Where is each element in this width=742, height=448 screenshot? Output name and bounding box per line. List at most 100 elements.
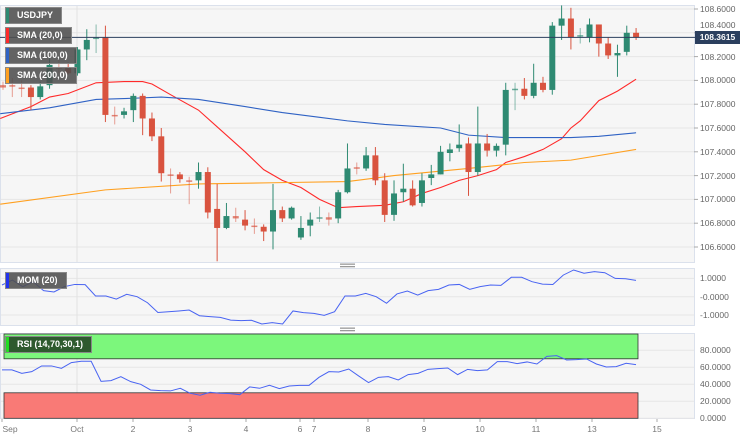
candle-bullish[interactable] — [502, 82, 509, 156]
candle-body — [605, 43, 612, 56]
candle-bearish[interactable] — [148, 112, 155, 142]
candle-bullish[interactable] — [316, 206, 323, 223]
candle-bullish[interactable] — [474, 106, 481, 176]
candle-bullish[interactable] — [195, 162, 202, 189]
candle-body — [186, 180, 193, 182]
candle-bearish[interactable] — [521, 78, 528, 100]
candle-bearish[interactable] — [279, 206, 286, 223]
candle-bullish[interactable] — [363, 147, 370, 171]
candle-bullish[interactable] — [623, 25, 630, 56]
mom-axis-label: -1.0000 — [700, 310, 729, 320]
candle-bearish[interactable] — [167, 168, 174, 194]
candle-bullish[interactable] — [391, 180, 398, 221]
panel-divider-handle-2[interactable] — [340, 327, 355, 332]
candle-bullish[interactable] — [586, 18, 593, 43]
candle-bullish[interactable] — [614, 44, 621, 77]
candle-bearish[interactable] — [381, 173, 388, 223]
candle-bearish[interactable] — [0, 81, 6, 90]
x-axis-label: 3 — [187, 424, 193, 434]
candle-bearish[interactable] — [111, 106, 118, 125]
candle-bearish[interactable] — [251, 218, 258, 234]
candle-bearish[interactable] — [409, 180, 416, 207]
candle-bearish[interactable] — [204, 167, 211, 219]
candle-body — [251, 225, 258, 228]
sma100-label[interactable]: SMA (100,0) — [5, 47, 77, 64]
sma20-label[interactable]: SMA (20,0) — [5, 27, 72, 44]
candle-bullish[interactable] — [269, 183, 276, 250]
candle-body — [83, 39, 90, 50]
candle-bearish[interactable] — [539, 76, 546, 93]
candle-bullish[interactable] — [130, 93, 137, 123]
candle-bullish[interactable] — [223, 202, 230, 230]
candle-bullish[interactable] — [437, 145, 444, 175]
candle-bearish[interactable] — [567, 7, 574, 50]
candle-bullish[interactable] — [456, 124, 463, 152]
candle-body — [577, 35, 584, 37]
candle-bearish[interactable] — [139, 93, 146, 136]
panel-divider-handle-1[interactable] — [340, 263, 355, 268]
candle-body — [214, 208, 221, 228]
candle-bullish[interactable] — [446, 143, 453, 162]
candle-body — [456, 144, 463, 149]
mom-label[interactable]: MOM (20) — [5, 272, 67, 289]
candle-bullish[interactable] — [428, 164, 435, 186]
candle-bullish[interactable] — [493, 143, 500, 157]
candle-bullish[interactable] — [93, 24, 100, 54]
candle-bullish[interactable] — [83, 29, 90, 61]
candle-bullish[interactable] — [344, 143, 351, 194]
sma200-line — [0, 148, 637, 205]
candle-body — [344, 168, 351, 193]
candle-bearish[interactable] — [633, 28, 640, 40]
candle-bullish[interactable] — [335, 189, 342, 224]
candle-bearish[interactable] — [158, 128, 165, 182]
candle-bullish[interactable] — [549, 22, 556, 95]
candle-bearish[interactable] — [605, 37, 612, 59]
candle-body — [484, 143, 491, 151]
candle-body — [307, 219, 314, 226]
candle-bearish[interactable] — [27, 85, 34, 111]
candle-bullish[interactable] — [400, 163, 407, 202]
candle-bullish[interactable] — [74, 47, 81, 76]
candle-bullish[interactable] — [121, 107, 128, 119]
candle-bullish[interactable] — [577, 28, 584, 44]
candle-bearish[interactable] — [372, 147, 379, 186]
candle-bullish[interactable] — [37, 81, 44, 100]
candle-bullish[interactable] — [297, 216, 304, 240]
candle-bearish[interactable] — [232, 207, 239, 223]
candle-body — [297, 227, 304, 238]
candle-body — [260, 226, 267, 232]
candle-body — [446, 149, 453, 153]
sma20-color-marker — [6, 28, 9, 43]
candle-body — [614, 53, 621, 56]
candle-body — [549, 25, 556, 90]
sma200-label[interactable]: SMA (200,0) — [5, 67, 77, 84]
candle-bearish[interactable] — [242, 210, 249, 231]
candle-bullish[interactable] — [418, 173, 425, 207]
candle-body — [493, 145, 500, 151]
rsi-axis-label: 0.0000 — [700, 413, 726, 424]
main-panel[interactable] — [0, 5, 695, 263]
candle-bullish[interactable] — [307, 212, 314, 237]
candle-bearish[interactable] — [353, 162, 360, 175]
mom-axis-label: 1.0000 — [700, 273, 726, 284]
candle-bearish[interactable] — [325, 212, 332, 226]
candle-bullish[interactable] — [512, 82, 519, 111]
candle-bearish[interactable] — [484, 133, 491, 157]
symbol-label[interactable]: USDJPY — [5, 7, 63, 24]
candle-body — [381, 180, 388, 215]
candle-bearish[interactable] — [186, 176, 193, 205]
candle-bullish[interactable] — [288, 206, 295, 220]
candle-body — [37, 86, 44, 98]
candle-bearish[interactable] — [176, 172, 183, 183]
x-axis-label: 11 — [531, 424, 541, 434]
x-axis-label: 10 — [475, 424, 485, 434]
candle-bullish[interactable] — [558, 5, 565, 40]
candle-bearish[interactable] — [214, 183, 221, 262]
candle-bearish[interactable] — [595, 24, 602, 57]
candle-bullish[interactable] — [530, 63, 537, 99]
candle-bearish[interactable] — [260, 224, 267, 242]
candle-bearish[interactable] — [465, 137, 472, 196]
candle-bearish[interactable] — [102, 25, 109, 123]
rsi-label[interactable]: RSI (14,70,30,1) — [5, 336, 93, 353]
